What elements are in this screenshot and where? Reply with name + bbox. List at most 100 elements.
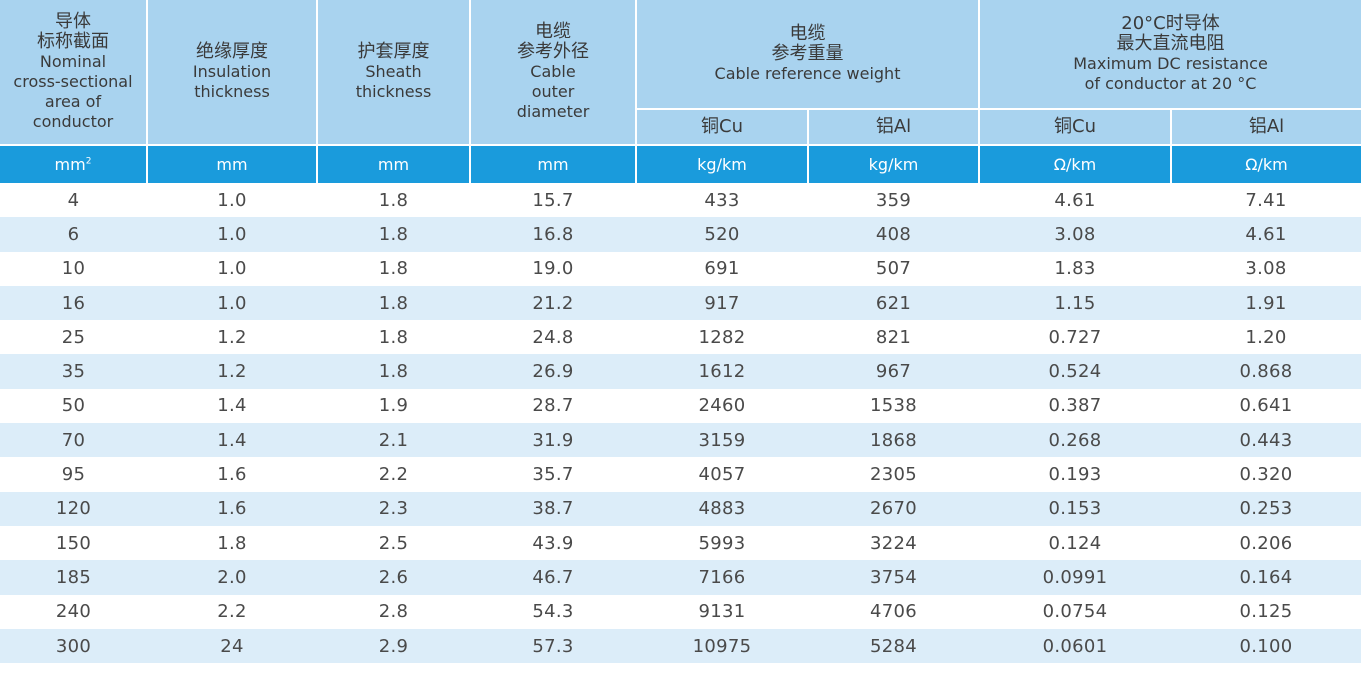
cell-area: 120 [0,491,147,526]
header-diameter-zh2: 参考外径 [517,41,589,62]
cell-insulation: 1.8 [147,525,317,561]
cell-insulation: 1.6 [147,491,317,526]
unit-weight-cu: kg/km [636,145,809,183]
cell-area: 240 [0,594,147,629]
cell-res-cu: 0.524 [979,354,1171,389]
cell-res-al: 0.868 [1171,354,1361,389]
cell-sheath: 2.6 [317,560,470,595]
header-resistance-en1: Maximum DC resistance [1073,54,1268,73]
cell-weight-al: 967 [808,354,979,389]
cell-weight-al: 2305 [808,457,979,492]
cell-area: 35 [0,354,147,389]
cell-insulation: 1.0 [147,285,317,321]
cell-sheath: 1.8 [317,251,470,286]
table-row: 4 1.0 1.8 15.7 433 359 4.61 7.41 [0,183,1361,218]
header-sheath-zh: 护套厚度 [357,41,430,62]
cell-diameter: 57.3 [470,628,636,664]
cell-weight-al: 1868 [808,423,979,458]
cell-area: 70 [0,423,147,458]
header-weight-zh1: 电缆 [789,23,826,44]
cell-diameter: 38.7 [470,491,636,526]
header-diameter: 电缆 参考外径 Cable outer diameter [470,0,637,146]
header-insulation: 绝缘厚度 Insulation thickness [147,0,318,146]
cell-diameter: 19.0 [470,251,636,286]
header-area-en1: Nominal [39,52,107,71]
cell-weight-cu: 520 [636,217,808,252]
cell-area: 16 [0,285,147,321]
cell-res-al: 0.100 [1171,628,1361,664]
header-area: 导体 标称截面 Nominal cross-sectional area of … [0,0,148,146]
header-diameter-en3: diameter [516,102,590,121]
cell-weight-al: 621 [808,285,979,321]
cell-res-cu: 4.61 [979,183,1171,218]
cell-weight-cu: 1282 [636,320,808,355]
table-row: 150 1.8 2.5 43.9 5993 3224 0.124 0.206 [0,525,1361,561]
cell-weight-cu: 10975 [636,628,808,664]
header-sheath: 护套厚度 Sheath thickness [317,0,471,146]
cell-res-al: 0.320 [1171,457,1361,492]
cell-insulation: 2.2 [147,594,317,629]
cell-weight-cu: 1612 [636,354,808,389]
cell-res-al: 0.125 [1171,594,1361,629]
header-area-zh2: 标称截面 [37,31,109,52]
header-row-sub: 铜Cu 铝Al 铜Cu 铝Al [0,109,1361,146]
table-row: 6 1.0 1.8 16.8 520 408 3.08 4.61 [0,217,1361,252]
cell-sheath: 1.8 [317,183,470,218]
cell-area: 25 [0,320,147,355]
cell-weight-al: 2670 [808,491,979,526]
table-body: 4 1.0 1.8 15.7 433 359 4.61 7.41 6 1.0 1.8 16.8 520 4… [0,183,1361,664]
cell-res-al: 1.20 [1171,320,1361,355]
cell-diameter: 43.9 [470,525,636,561]
header-resistance-zh1: 20°C时导体 [1121,13,1220,34]
cell-sheath: 2.5 [317,525,470,561]
unit-res-al: Ω/km [1171,145,1361,183]
cell-area: 4 [0,183,147,218]
cell-res-cu: 0.124 [979,525,1171,561]
unit-diameter: mm [470,145,637,183]
cell-weight-al: 4706 [808,594,979,629]
cell-weight-al: 821 [808,320,979,355]
cell-res-cu: 1.15 [979,285,1171,321]
cell-res-al: 7.41 [1171,183,1361,218]
cell-res-al: 0.206 [1171,525,1361,561]
cell-res-cu: 0.153 [979,491,1171,526]
cell-sheath: 1.8 [317,217,470,252]
unit-res-cu: Ω/km [979,145,1172,183]
cell-sheath: 2.3 [317,491,470,526]
cell-weight-al: 1538 [808,388,979,424]
cell-area: 50 [0,388,147,424]
header-row-main: 导体 标称截面 Nominal cross-sectional area of … [0,0,1361,146]
cell-insulation: 1.0 [147,251,317,286]
cell-insulation: 24 [147,628,317,664]
cell-diameter: 15.7 [470,183,636,218]
cell-weight-cu: 2460 [636,388,808,424]
table-row: 120 1.6 2.3 38.7 4883 2670 0.153 0.253 [0,491,1361,526]
cell-sheath: 1.9 [317,388,470,424]
header-res-cu: 铜Cu [979,109,1172,146]
header-weight-al: 铝Al [808,109,980,146]
cell-area: 10 [0,251,147,286]
unit-sheath: mm [317,145,471,183]
cell-res-al: 0.443 [1171,423,1361,458]
cell-insulation: 1.4 [147,388,317,424]
cell-weight-cu: 3159 [636,423,808,458]
header-resistance-en2: of conductor at 20 °C [1084,74,1257,93]
header-insulation-en1: Insulation [192,62,272,81]
cell-diameter: 35.7 [470,457,636,492]
cell-insulation: 2.0 [147,560,317,595]
table-row: 185 2.0 2.6 46.7 7166 3754 0.0991 0.164 [0,560,1361,595]
cell-insulation: 1.6 [147,457,317,492]
header-diameter-zh1: 电缆 [535,21,571,42]
cell-res-cu: 1.83 [979,251,1171,286]
cell-res-al: 0.641 [1171,388,1361,424]
header-area-zh1: 导体 [55,11,91,32]
cell-res-cu: 0.0601 [979,628,1171,664]
table-row: 16 1.0 1.8 21.2 917 621 1.15 1.91 [0,285,1361,321]
cell-sheath: 2.8 [317,594,470,629]
header-res-al: 铝Al [1171,109,1361,146]
header-diameter-en2: outer [531,82,575,101]
cell-weight-cu: 4057 [636,457,808,492]
cell-sheath: 2.2 [317,457,470,492]
header-weight-en: Cable reference weight [714,64,901,83]
header-area-en2: cross-sectional [13,72,133,91]
